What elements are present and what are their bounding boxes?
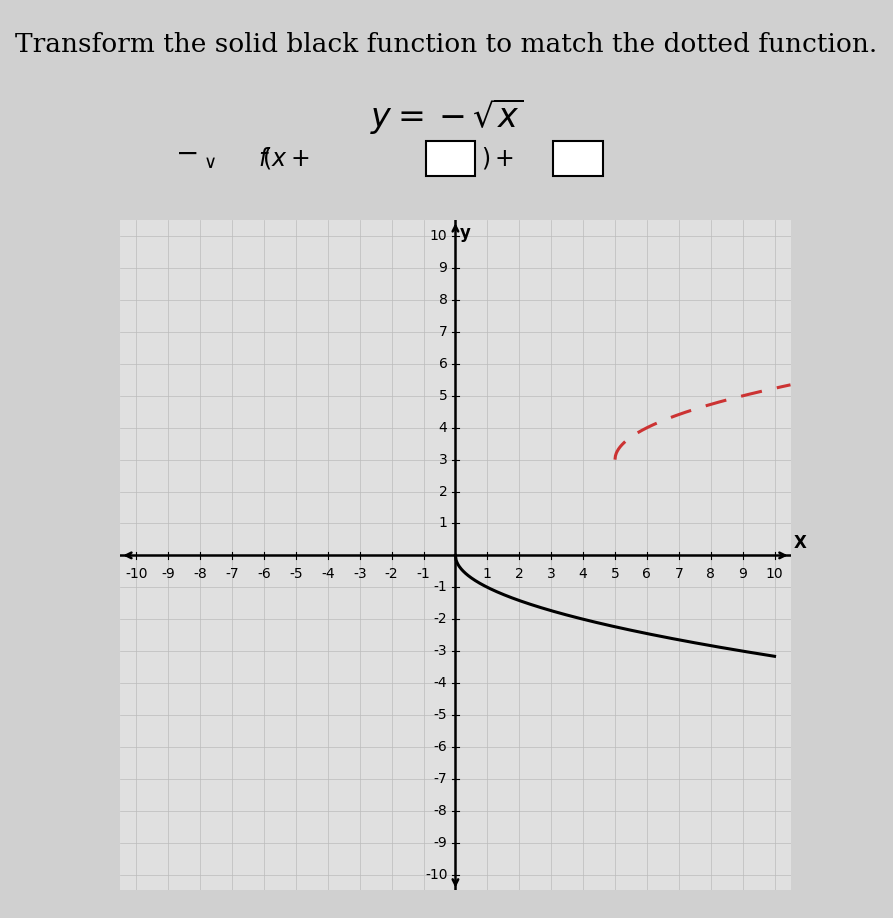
- Text: -8: -8: [434, 803, 447, 818]
- Text: 7: 7: [674, 566, 683, 580]
- Text: -5: -5: [434, 708, 447, 722]
- Text: 7: 7: [438, 325, 447, 339]
- Text: 8: 8: [438, 293, 447, 308]
- Text: -8: -8: [193, 566, 207, 580]
- Text: $\left.\right)+$: $\left.\right)+$: [481, 145, 514, 172]
- Text: 8: 8: [706, 566, 715, 580]
- Text: -10: -10: [125, 566, 147, 580]
- Text: 9: 9: [739, 566, 747, 580]
- Text: Transform the solid black function to match the dotted function.: Transform the solid black function to ma…: [15, 32, 878, 57]
- Text: -2: -2: [385, 566, 398, 580]
- Text: 6: 6: [642, 566, 651, 580]
- Text: 4: 4: [579, 566, 588, 580]
- Text: -9: -9: [434, 835, 447, 849]
- Text: 5: 5: [438, 389, 447, 403]
- Text: -3: -3: [434, 644, 447, 658]
- Text: 5: 5: [611, 566, 620, 580]
- FancyBboxPatch shape: [554, 140, 603, 176]
- Text: 3: 3: [547, 566, 555, 580]
- Text: ∨: ∨: [204, 154, 216, 172]
- Text: -1: -1: [417, 566, 430, 580]
- Text: -10: -10: [425, 868, 447, 881]
- FancyBboxPatch shape: [426, 140, 475, 176]
- Text: 10: 10: [430, 230, 447, 243]
- Text: $y = -\sqrt{x}$: $y = -\sqrt{x}$: [370, 96, 523, 137]
- Text: X: X: [794, 533, 806, 552]
- Text: -7: -7: [225, 566, 238, 580]
- Text: -4: -4: [434, 676, 447, 690]
- Text: -1: -1: [434, 580, 447, 594]
- Text: $f\!\left(x+\right.$: $f\!\left(x+\right.$: [257, 145, 309, 172]
- Text: 1: 1: [438, 517, 447, 531]
- Text: -4: -4: [321, 566, 335, 580]
- Text: -6: -6: [434, 740, 447, 754]
- Text: -7: -7: [434, 772, 447, 786]
- Text: -5: -5: [289, 566, 303, 580]
- Text: -3: -3: [353, 566, 366, 580]
- Text: -6: -6: [257, 566, 271, 580]
- Text: 10: 10: [765, 566, 783, 580]
- Text: 2: 2: [438, 485, 447, 498]
- Text: 6: 6: [438, 357, 447, 371]
- Text: -2: -2: [434, 612, 447, 626]
- Text: -9: -9: [162, 566, 175, 580]
- Text: 9: 9: [438, 262, 447, 275]
- Text: −: −: [176, 140, 199, 168]
- Text: 1: 1: [483, 566, 492, 580]
- Text: 4: 4: [438, 420, 447, 435]
- Text: y: y: [460, 223, 471, 241]
- Text: 2: 2: [515, 566, 523, 580]
- Text: 3: 3: [438, 453, 447, 466]
